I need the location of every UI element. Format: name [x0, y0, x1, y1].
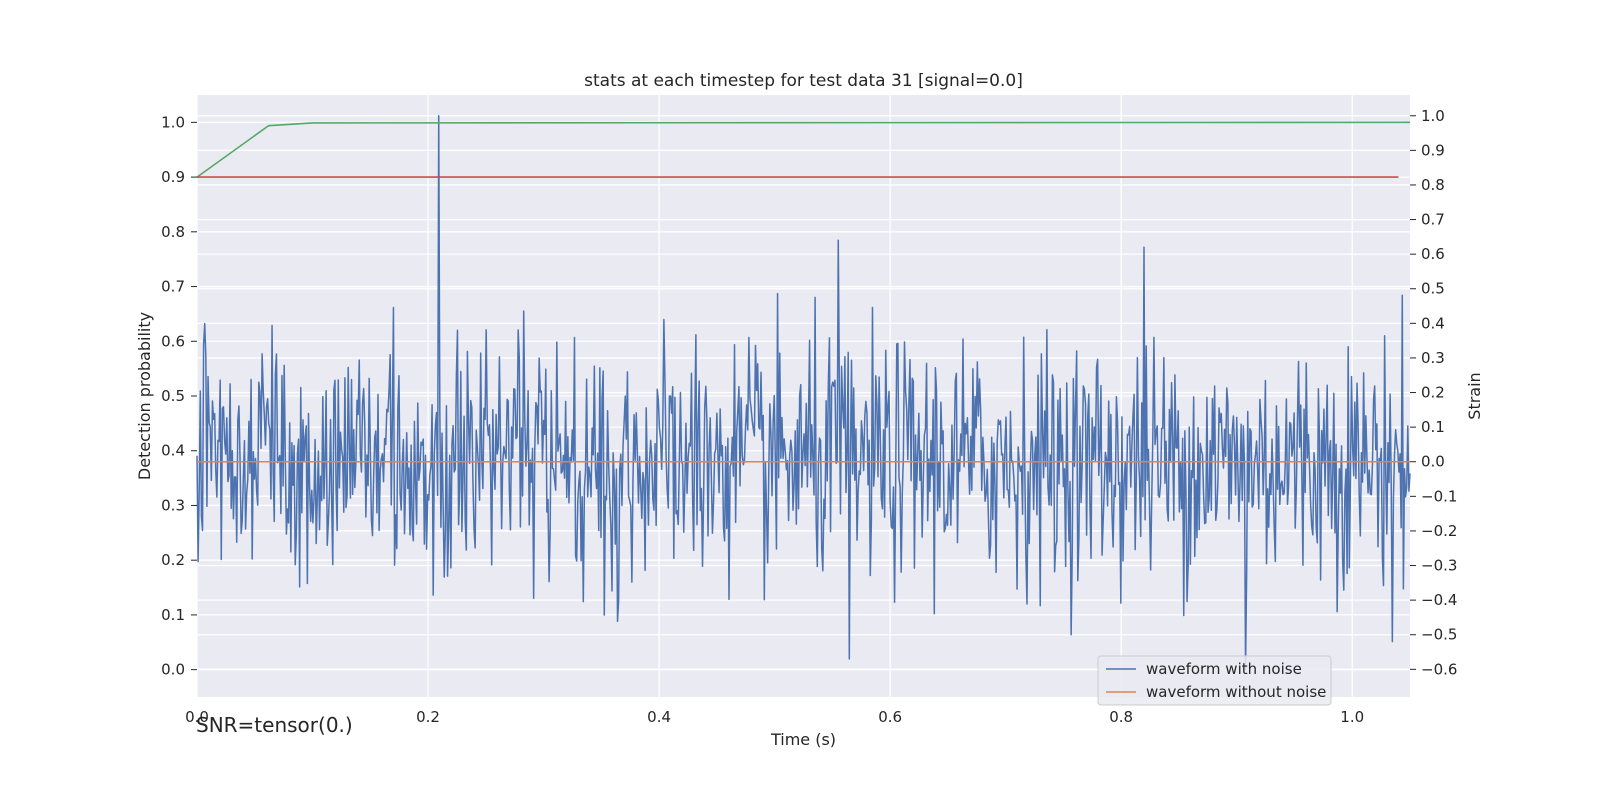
y-right-tick-label: 0.3 — [1421, 349, 1445, 367]
y-left-tick-label: 0.4 — [161, 442, 185, 460]
y-left-tick-labels: 0.0 0.1 0.2 0.3 0.4 0.5 0.6 0.7 0.8 0.9 1.0 — [161, 113, 197, 679]
y-left-tick-label: 0.1 — [161, 606, 185, 624]
legend: waveform with noise waveform without noi… — [1097, 655, 1332, 706]
x-tick-label: 0.6 — [878, 708, 902, 726]
series-group — [196, 115, 1411, 671]
chart-title: stats at each timestep for test data 31 … — [584, 71, 1023, 91]
x-tick-label: 1.0 — [1340, 708, 1364, 726]
y-right-tick-label: −0.4 — [1421, 591, 1457, 609]
x-tick-label: 0.8 — [1109, 708, 1133, 726]
y-left-tick-label: 0.2 — [161, 551, 185, 569]
x-tick-label: 0.0 — [185, 708, 209, 726]
x-tick-labels: 0.0 0.2 0.4 0.6 0.8 1.0 — [185, 708, 1364, 726]
series-detection-probability — [196, 121, 1411, 178]
x-tick-label: 0.4 — [647, 708, 671, 726]
legend-label-noisy: waveform with noise — [1146, 660, 1302, 678]
y-right-tick-label: −0.1 — [1421, 487, 1457, 505]
y-right-tick-label: −0.3 — [1421, 557, 1457, 575]
y-right-tick-label: 0.2 — [1421, 384, 1445, 402]
y-right-tick-label: 0.8 — [1421, 176, 1445, 194]
x-axis-label: Time (s) — [770, 730, 836, 749]
y-right-tick-label: −0.5 — [1421, 626, 1457, 644]
y-left-tick-label: 0.6 — [161, 332, 185, 350]
y-right-tick-label: 0.1 — [1421, 418, 1445, 436]
y-left-tick-label: 0.8 — [161, 223, 185, 241]
y-right-tick-label: 0.9 — [1421, 141, 1445, 159]
y-left-tick-label: 0.5 — [161, 387, 185, 405]
y-right-tick-label: −0.6 — [1421, 660, 1457, 678]
legend-label-clean: waveform without noise — [1146, 683, 1326, 701]
y-right-tick-label: 0.4 — [1421, 314, 1445, 332]
y-axis-label-left: Detection probability — [135, 312, 154, 480]
y-right-tick-label: −0.2 — [1421, 522, 1457, 540]
y-right-tick-label: 0.7 — [1421, 211, 1445, 229]
y-right-tick-label: 0.0 — [1421, 453, 1445, 471]
y-left-tick-label: 0.9 — [161, 168, 185, 186]
snr-annotation: SNR=tensor(0.) — [196, 713, 353, 737]
y-right-tick-label: 0.5 — [1421, 280, 1445, 298]
legend-box — [1097, 655, 1332, 706]
y-left-tick-label: 0.7 — [161, 278, 185, 296]
y-right-tick-label: 0.6 — [1421, 245, 1445, 263]
y-left-tick-label: 1.0 — [161, 113, 185, 131]
y-left-tick-label: 0.0 — [161, 661, 185, 679]
y-right-tick-label: 1.0 — [1421, 107, 1445, 125]
y-axis-label-right: Strain — [1465, 372, 1484, 419]
x-tick-label: 0.2 — [416, 708, 440, 726]
series-waveform-with-noise — [196, 115, 1411, 671]
y-right-tick-labels: −0.6 −0.5 −0.4 −0.3 −0.2 −0.1 0.0 0.1 0.2 0.3 0.4 0… — [1410, 107, 1457, 678]
y-left-tick-label: 0.3 — [161, 496, 185, 514]
